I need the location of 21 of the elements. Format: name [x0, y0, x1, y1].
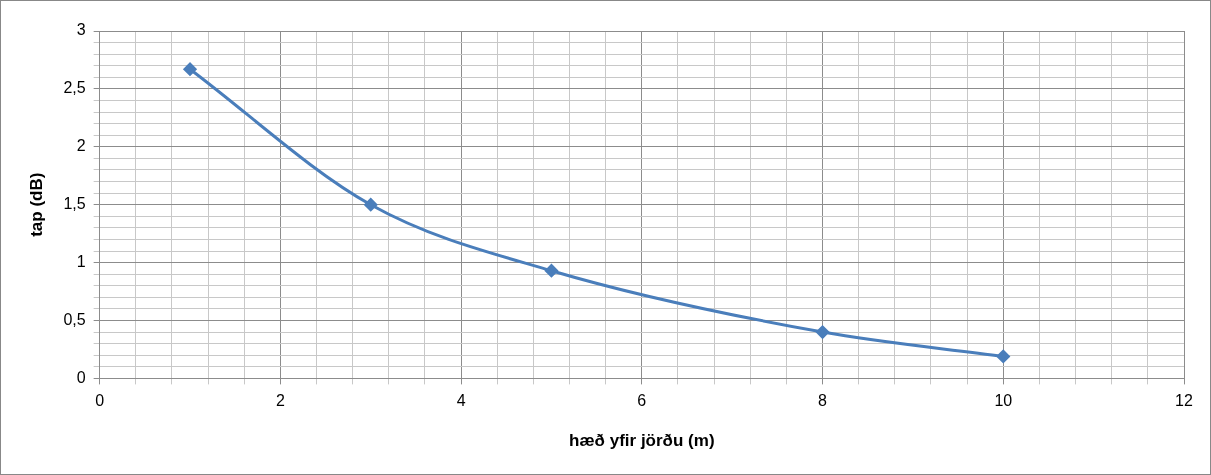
x-tick-label: 10	[994, 392, 1013, 410]
y-tick-label: 1,5	[63, 195, 86, 213]
point	[544, 264, 558, 278]
point	[816, 325, 830, 339]
y-axis-title: tap (dB)	[26, 172, 46, 237]
point	[364, 198, 378, 212]
x-tick-label: 8	[818, 392, 828, 410]
point	[996, 349, 1010, 363]
x-tick-label: 2	[275, 392, 285, 410]
y-tick-label: 2	[76, 137, 86, 155]
y-tick-label: 1	[76, 253, 86, 271]
y-tick-label: 0,5	[63, 310, 86, 328]
y-tick-label: 2,5	[63, 79, 86, 97]
x-tick-label: 4	[456, 392, 466, 410]
y-tick-label: 3	[76, 21, 86, 39]
point	[183, 62, 197, 76]
x-tick-label: 6	[637, 392, 647, 410]
x-tick-label: 0	[95, 392, 105, 410]
y-tick-label: 0	[76, 368, 86, 386]
x-tick-label: 12	[1175, 392, 1193, 410]
x-axis-title: hæð yfir jörðu (m)	[569, 431, 715, 451]
